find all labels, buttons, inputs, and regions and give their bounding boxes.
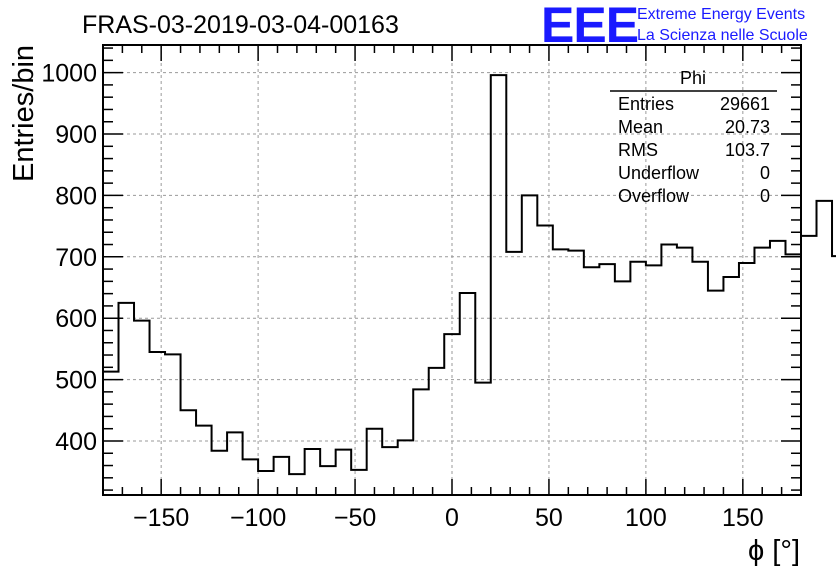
stats-title: Phi xyxy=(680,68,706,88)
stats-label: Underflow xyxy=(618,163,700,183)
plot-frame xyxy=(102,44,802,496)
major-ticks xyxy=(103,45,801,495)
y-tick-label: 800 xyxy=(55,182,97,210)
y-tick-label: 400 xyxy=(55,428,97,456)
x-tick-label: −100 xyxy=(230,504,286,532)
stats-rows: Entries 29661 Mean 20.73 RMS 103.7 Underflow 0 O… xyxy=(618,94,770,206)
y-tick-labels: 400 500 600 700 800 900 1000 xyxy=(41,60,97,456)
x-tick-label: −150 xyxy=(133,504,189,532)
x-tick-label: 50 xyxy=(535,504,563,532)
stats-label: RMS xyxy=(618,140,658,160)
y-tick-label: 1000 xyxy=(41,60,97,88)
y-tick-label: 600 xyxy=(55,305,97,333)
chart-title: FRAS-03-2019-03-04-00163 xyxy=(82,11,399,39)
y-axis-label: Entries/bin xyxy=(8,45,40,182)
histogram-line xyxy=(102,74,836,495)
stats-label: Entries xyxy=(618,94,674,114)
logo-line-1: Extreme Energy Events xyxy=(637,6,805,23)
eee-logo: EEE xyxy=(541,0,638,53)
stats-label: Mean xyxy=(618,117,663,137)
x-tick-labels: −150 −100 −50 0 50 100 150 xyxy=(133,504,764,532)
grid xyxy=(103,45,801,495)
stats-label: Overflow xyxy=(618,186,690,206)
stats-value: 0 xyxy=(760,186,770,206)
stats-value: 20.73 xyxy=(725,117,770,137)
stats-value: 103.7 xyxy=(725,140,770,160)
stats-value: 29661 xyxy=(720,94,770,114)
y-tick-label: 500 xyxy=(55,367,97,395)
x-tick-label: −50 xyxy=(334,504,376,532)
x-tick-label: 100 xyxy=(625,504,667,532)
stats-value: 0 xyxy=(760,163,770,183)
logo-line-2: La Scienza nelle Scuole xyxy=(637,27,808,44)
x-axis-label: ϕ [°] xyxy=(748,535,800,567)
y-tick-label: 700 xyxy=(55,244,97,272)
x-tick-label: 150 xyxy=(722,504,764,532)
y-tick-label: 900 xyxy=(55,121,97,149)
x-tick-label: 0 xyxy=(445,504,459,532)
stats-box: Phi Entries 29661 Mean 20.73 RMS 103.7 Underfl… xyxy=(610,68,777,206)
